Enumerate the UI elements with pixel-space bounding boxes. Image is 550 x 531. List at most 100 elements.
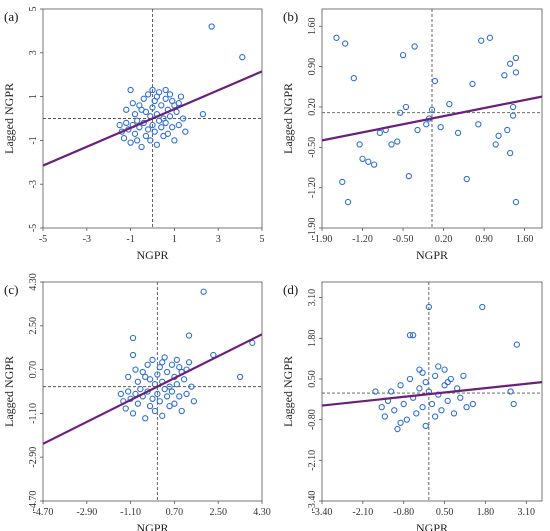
panel-3-point <box>176 364 183 371</box>
panel-1-point <box>171 137 178 144</box>
panel-2-xlabel: NGPR <box>416 248 448 262</box>
panel-2-point <box>356 141 363 148</box>
panel-2-point <box>454 129 462 137</box>
panel-3-point <box>180 376 188 383</box>
panel-4-point <box>435 391 442 398</box>
panel-2-point <box>388 141 395 148</box>
panel-2-ytick-label: 1.60 <box>307 18 318 36</box>
panel-2-ylabel: Lagged NGPR <box>281 83 295 154</box>
panel-2-point <box>399 51 407 59</box>
panel-2-point <box>370 161 378 168</box>
panel-1-point <box>123 119 130 127</box>
panel-2-point <box>507 149 514 157</box>
panel-3-point <box>161 354 168 361</box>
panel-1-point <box>144 126 152 133</box>
panel-2-point <box>333 34 340 41</box>
panel-4-point <box>397 419 404 426</box>
panel-3-ytick-label: 0.70 <box>28 361 39 379</box>
panel-1-xtick-label: 5 <box>260 234 265 245</box>
panel-2-point <box>411 43 418 50</box>
panel-4-point <box>409 332 417 339</box>
panel-1-point <box>116 121 123 129</box>
panel-2-xtick-label: -1.90 <box>312 234 333 245</box>
panel-1-point <box>134 117 141 124</box>
panel-1-point <box>131 110 139 118</box>
panel-2-point <box>495 132 502 139</box>
panel-1-xtick-label: -1 <box>126 234 134 245</box>
panel-4-point <box>457 394 464 401</box>
panel-1-ytick-label: 3 <box>28 50 39 55</box>
panel-2-ytick-label: 0.90 <box>307 58 318 76</box>
panel-3-xtick-label: -1.10 <box>120 507 141 518</box>
panel-1-point <box>149 86 156 94</box>
panel-1-point <box>175 100 182 107</box>
panel-3-point <box>139 368 146 376</box>
panel-1-point <box>151 128 158 135</box>
panel-3-point <box>129 351 137 359</box>
panel-3-point <box>125 388 132 395</box>
panel-4-label: (d) <box>283 282 298 297</box>
panel-2-point <box>339 178 346 186</box>
panel-3-point <box>122 405 129 412</box>
panel-3-point <box>190 398 198 405</box>
panel-3-point <box>134 400 142 407</box>
panel-1-point <box>208 23 215 30</box>
panel-2-point <box>431 77 439 85</box>
panel-4-point <box>403 416 411 423</box>
panel-1-point <box>144 91 152 98</box>
panel-2-point <box>402 103 410 111</box>
panel-2-fit-line <box>322 95 542 142</box>
panel-3-point <box>129 334 137 342</box>
panel-3-point <box>154 371 161 378</box>
panel-4-point <box>381 413 389 420</box>
panel-1-ytick-label: -5 <box>28 224 39 232</box>
panel-3-xtick-label: 2.50 <box>209 507 227 518</box>
panel-3-point <box>142 415 149 422</box>
panel-1-ytick-label: -3 <box>28 180 39 188</box>
panel-4-xlabel: NGPR <box>416 521 448 531</box>
panel-2-point <box>469 80 476 88</box>
panel-1-point <box>164 130 171 137</box>
panel-1-fit-line <box>43 70 262 167</box>
panel-3-point <box>154 390 161 398</box>
panel-3-xtick-label: 4.30 <box>253 507 271 518</box>
panel-1-ytick-label: -1 <box>28 136 39 144</box>
panel-3-point <box>163 393 171 400</box>
panel-1-ytick-label: 1 <box>28 94 39 99</box>
panel-1-point <box>166 91 174 98</box>
panel-4-point <box>450 410 458 417</box>
panel-2-point <box>423 121 430 128</box>
panel-1-point <box>127 86 134 94</box>
panel-3-point <box>171 400 178 407</box>
panel-4-xtick-label: 3.10 <box>518 507 536 518</box>
panel-4-point <box>419 403 426 411</box>
panel-3-ylabel: Lagged NGPR <box>2 356 16 427</box>
panel-4-point <box>428 400 436 408</box>
panel-3-point <box>173 381 180 388</box>
panel-3-point <box>142 373 149 381</box>
panel-4-ytick-label: -3.40 <box>307 491 318 512</box>
panel-1-point <box>199 110 207 118</box>
panel-1-point <box>153 93 161 100</box>
panel-3-xlabel: NGPR <box>136 521 168 531</box>
panel-4-point <box>422 378 429 386</box>
panel-4-point <box>431 413 439 420</box>
panel-2-point <box>428 106 436 114</box>
panel-1-point <box>131 130 139 137</box>
panel-4-point <box>441 366 448 373</box>
panel-3-point <box>134 378 142 385</box>
panel-4-point <box>416 385 423 392</box>
panel-2-point <box>512 198 520 206</box>
panel-4-ytick-label: -2.10 <box>307 450 318 471</box>
panel-3-point <box>132 366 139 373</box>
panel-1-point <box>162 95 169 102</box>
panel-4-xtick-label: -3.40 <box>312 507 333 518</box>
panel-3-point <box>236 373 244 381</box>
panel-4-point <box>510 400 517 408</box>
panel-1-point <box>166 113 174 120</box>
panel-4-xtick-label: 0.50 <box>436 507 454 518</box>
panel-3-point <box>125 373 132 381</box>
panel-2-xtick-label: -0.50 <box>393 234 414 245</box>
panel-3-point <box>146 402 154 410</box>
